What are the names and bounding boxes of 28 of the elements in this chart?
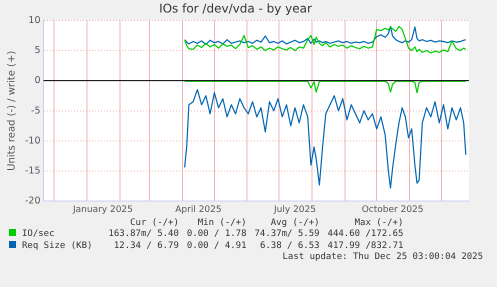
text: Min (-/+) — [196, 218, 248, 228]
text: 0.00 / 1.78 — [186, 228, 248, 240]
y-tick-label: 0 — [34, 75, 41, 86]
text: Max (-/+) — [354, 218, 404, 228]
y-tick-label: 10 — [28, 14, 41, 26]
y-tick-label: -5 — [31, 105, 41, 116]
y-tick-label: -20 — [24, 196, 41, 207]
legend-label: Req Size (KB) — [21, 240, 94, 252]
y-tick-label: -15 — [24, 166, 41, 177]
x-tick-label: January 2025 — [72, 204, 133, 215]
x-tick-label: April 2025 — [175, 204, 222, 215]
text: 6.38 / 6.53 — [258, 240, 321, 252]
y-tick-label: 5 — [34, 45, 41, 56]
text: 417.99 /832.71 — [326, 240, 404, 252]
x-tick-label: July 2025 — [273, 204, 316, 215]
text: 0.00 / 4.91 — [186, 240, 248, 252]
text: Avg (-/+) — [270, 218, 321, 228]
text: Last update: Thu Dec 25 03:00:04 2025 — [282, 252, 484, 262]
text: Cur (-/+) — [129, 218, 180, 228]
text: 12.34 / 6.79 — [112, 240, 180, 252]
text: 444.60 /172.65 — [326, 228, 404, 240]
y-axis-title: Units read (-) / write (+) — [6, 50, 18, 171]
y-tick-label: -10 — [24, 135, 41, 146]
legend-label: IO/sec — [21, 228, 56, 240]
text: 163.87m/ 5.40 — [107, 228, 180, 240]
x-tick-label: October 2025 — [362, 204, 424, 215]
chart-title: IOs for /dev/vda - by year — [159, 1, 312, 16]
text: 74.37m/ 5.59 — [254, 228, 321, 240]
